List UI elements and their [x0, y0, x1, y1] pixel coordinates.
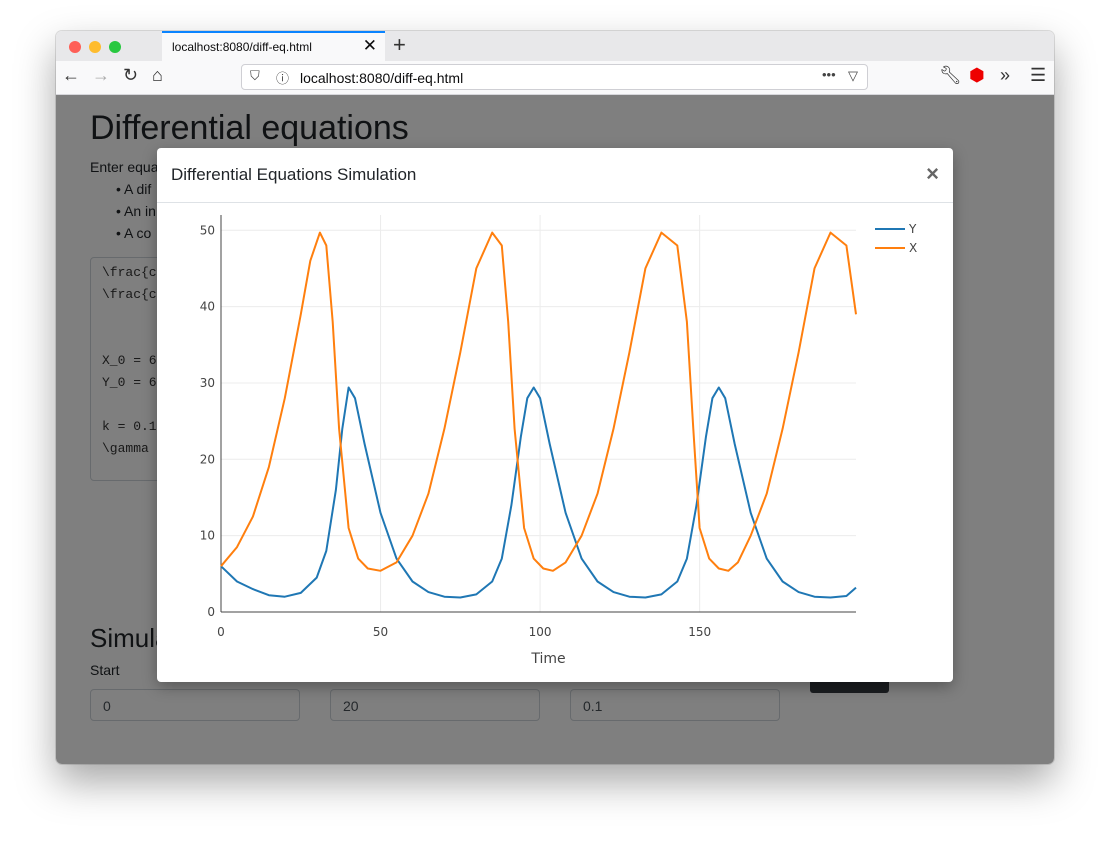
- menu-icon[interactable]: ☰: [1030, 65, 1047, 85]
- legend-label: X: [909, 241, 917, 255]
- zoom-window-button[interactable]: [109, 41, 121, 53]
- modal-title: Differential Equations Simulation: [171, 165, 417, 184]
- info-icon[interactable]: ⓘ: [276, 71, 290, 86]
- x-tick-label: 0: [217, 625, 225, 639]
- reload-icon[interactable]: ↻: [123, 65, 139, 85]
- series-line-y: [220, 386, 857, 599]
- opera-extension-icon[interactable]: ⬢: [969, 65, 985, 85]
- nav-bar: ← → ↻ ⌂ ⛉ ⓘ localhost:8080/diff-eq.html …: [56, 61, 1054, 95]
- new-tab-icon[interactable]: +: [393, 32, 406, 57]
- series-line-x: [220, 231, 857, 572]
- y-tick-label: 10: [200, 529, 215, 543]
- forward-icon[interactable]: →: [92, 65, 110, 85]
- page-actions-icon[interactable]: •••: [822, 67, 836, 82]
- tab-title: localhost:8080/diff-eq.html: [172, 40, 312, 54]
- y-tick-label: 20: [200, 452, 215, 466]
- y-tick-label: 40: [200, 300, 215, 314]
- modal-header: Differential Equations Simulation ×: [157, 148, 953, 203]
- home-icon[interactable]: ⌂: [152, 65, 163, 85]
- x-axis-label: Time: [530, 651, 565, 667]
- page-content: Differential equations Enter equa • A di…: [56, 95, 1054, 764]
- tab-close-icon[interactable]: ✕: [362, 36, 377, 55]
- x-tick-label: 150: [688, 625, 711, 639]
- minimize-window-button[interactable]: [89, 41, 101, 53]
- y-tick-label: 30: [200, 376, 215, 390]
- legend-label: Y: [908, 222, 917, 236]
- y-tick-label: 50: [200, 223, 215, 237]
- simulation-modal: Differential Equations Simulation × 0 10 2…: [157, 148, 953, 682]
- overflow-icon[interactable]: »: [1000, 65, 1011, 85]
- browser-tab[interactable]: localhost:8080/diff-eq.html ✕: [162, 31, 385, 61]
- back-icon[interactable]: ←: [62, 65, 80, 85]
- browser-window: localhost:8080/diff-eq.html ✕ + ← → ↻ ⌂ …: [56, 31, 1054, 764]
- y-tick-label: 0: [207, 605, 215, 619]
- url-text[interactable]: localhost:8080/diff-eq.html: [300, 70, 464, 86]
- x-tick-label: 50: [373, 625, 388, 639]
- shield-icon[interactable]: ⛉: [250, 68, 260, 83]
- close-window-button[interactable]: [69, 41, 81, 53]
- simulation-chart: 0 10 20 30 40 50 0 50 100 150 Time YX: [200, 215, 917, 667]
- wrench-icon[interactable]: 🔧︎: [939, 65, 962, 85]
- url-bar[interactable]: ⛉ ⓘ localhost:8080/diff-eq.html ••• ▽: [241, 64, 868, 90]
- tab-bar: localhost:8080/diff-eq.html ✕ +: [56, 31, 1054, 61]
- close-icon[interactable]: ×: [926, 161, 939, 186]
- pocket-icon[interactable]: ▽: [848, 68, 858, 83]
- x-tick-label: 100: [529, 625, 552, 639]
